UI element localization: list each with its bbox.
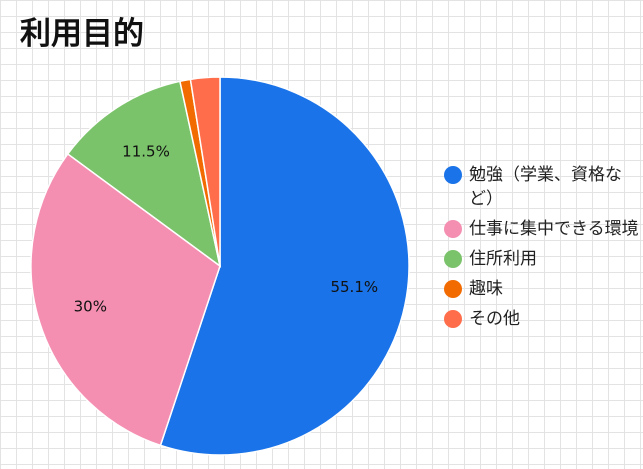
legend-label: 勉強（学業、資格など）: [469, 165, 622, 209]
slice-data-label-2: 30%: [74, 298, 107, 316]
legend: 勉強（学業、資格など） 仕事に集中できる環境 住所利用趣味その他: [444, 163, 639, 337]
legend-item-1[interactable]: 勉強（学業、資格など）: [444, 163, 639, 211]
pie-slice-1: [159, 76, 410, 456]
legend-swatch-icon: [444, 166, 462, 184]
legend-label: その他: [469, 309, 520, 329]
legend-label: 趣味: [469, 279, 503, 299]
legend-swatch-icon: [444, 220, 462, 238]
legend-label: 仕事に集中できる環境: [469, 219, 639, 239]
legend-item-3[interactable]: 住所利用: [444, 247, 639, 271]
legend-swatch-icon: [444, 280, 462, 298]
slice-data-label-1: 55.1%: [330, 278, 378, 296]
legend-item-5[interactable]: その他: [444, 307, 639, 331]
legend-swatch-icon: [444, 250, 462, 268]
legend-item-2[interactable]: 仕事に集中できる環境: [444, 217, 639, 241]
pie-slice-labels: 55.1% 30% 11.5%: [74, 142, 378, 316]
chart-title: 利用目的: [20, 16, 144, 52]
pie-slice-3: [66, 80, 222, 268]
legend-label: 住所利用: [469, 249, 537, 269]
pie-slice-2: [30, 152, 221, 447]
legend-swatch-icon: [444, 310, 462, 328]
slice-data-label-3: 11.5%: [122, 142, 170, 160]
pie-slice-5: [189, 76, 221, 267]
pie-slices: [30, 76, 410, 456]
legend-item-4[interactable]: 趣味: [444, 277, 639, 301]
